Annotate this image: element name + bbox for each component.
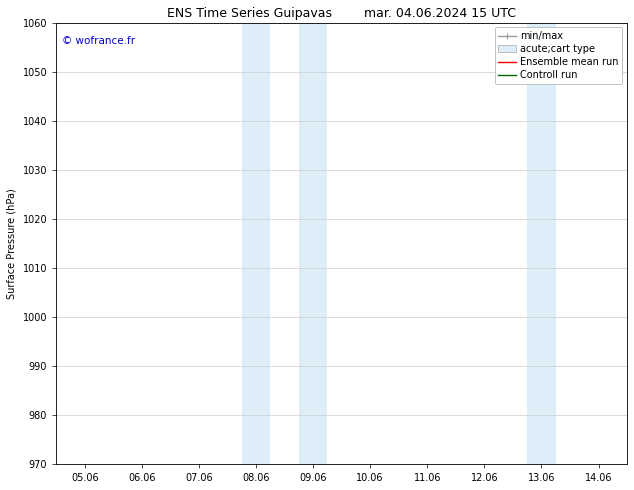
Bar [242, 23, 270, 464]
Text: © wofrance.fr: © wofrance.fr [62, 36, 135, 46]
Bar [299, 23, 327, 464]
Bar [527, 23, 555, 464]
Y-axis label: Surface Pressure (hPa): Surface Pressure (hPa) [7, 188, 17, 298]
Title: ENS Time Series Guipavas        mar. 04.06.2024 15 UTC: ENS Time Series Guipavas mar. 04.06.2024… [167, 7, 516, 20]
Legend: min/max, acute;cart type, Ensemble mean run, Controll run: min/max, acute;cart type, Ensemble mean … [495, 27, 622, 84]
